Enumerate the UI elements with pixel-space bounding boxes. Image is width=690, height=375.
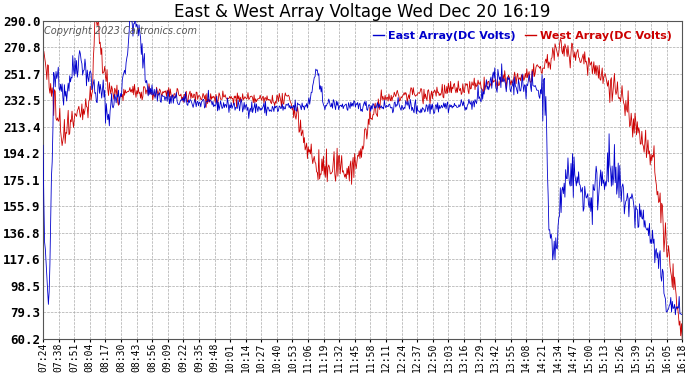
Legend: East Array(DC Volts), West Array(DC Volts): East Array(DC Volts), West Array(DC Volt…: [368, 26, 677, 45]
Title: East & West Array Voltage Wed Dec 20 16:19: East & West Array Voltage Wed Dec 20 16:…: [175, 3, 551, 21]
Text: Copyright 2023 Cartronics.com: Copyright 2023 Cartronics.com: [43, 26, 197, 36]
